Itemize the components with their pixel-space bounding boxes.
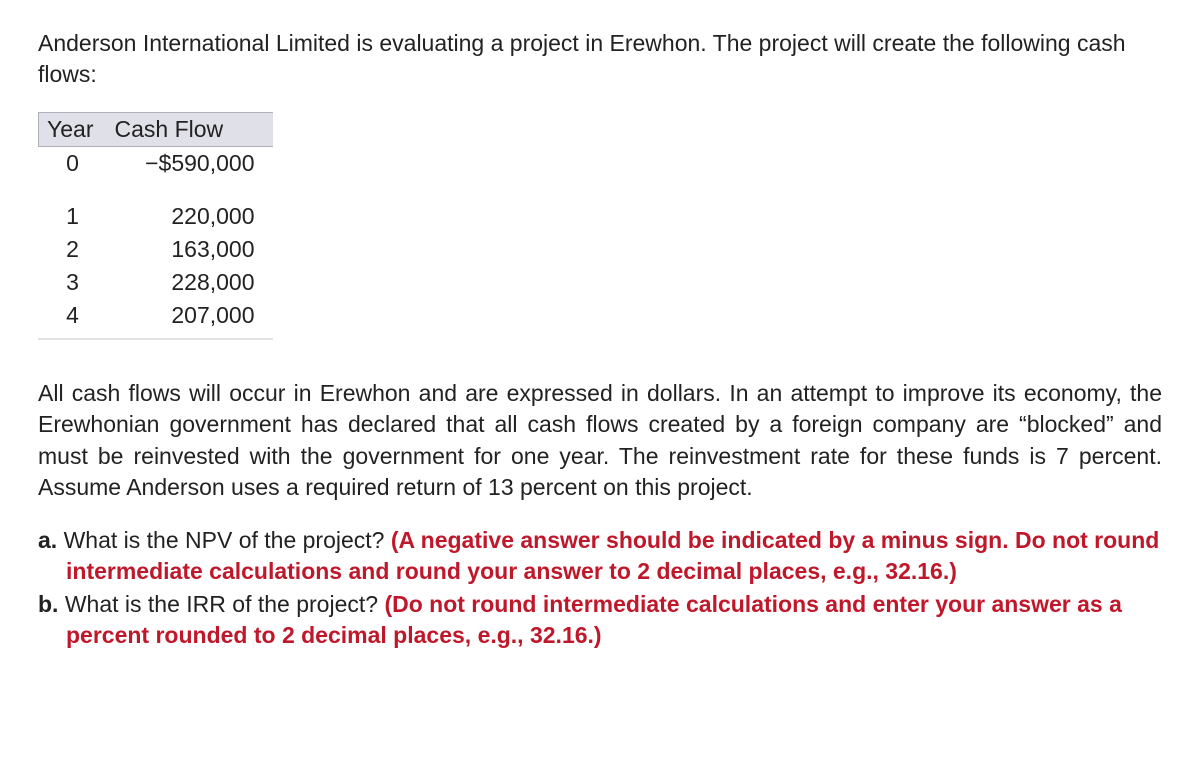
table-row: 3 228,000 [39, 266, 273, 299]
table-row: 2 163,000 [39, 233, 273, 266]
body-paragraph: All cash flows will occur in Erewhon and… [38, 378, 1162, 502]
question-label: a. [38, 527, 57, 553]
cell-cash: 207,000 [107, 299, 273, 332]
cell-cash: 220,000 [107, 200, 273, 233]
question-b: b. What is the IRR of the project? (Do n… [38, 589, 1162, 651]
cashflow-table-wrap: Year Cash Flow 0 −$590,000 1 220,000 2 1… [38, 112, 273, 340]
question-label: b. [38, 591, 58, 617]
intro-paragraph: Anderson International Limited is evalua… [38, 28, 1162, 90]
question-text: What is the NPV of the project? [64, 527, 391, 553]
cell-year: 4 [39, 299, 107, 332]
cell-year: 2 [39, 233, 107, 266]
question-text: What is the IRR of the project? [65, 591, 385, 617]
cell-year: 3 [39, 266, 107, 299]
cell-cash: −$590,000 [107, 147, 273, 181]
table-row: 1 220,000 [39, 200, 273, 233]
cell-cash: 228,000 [107, 266, 273, 299]
cashflow-table: Year Cash Flow 0 −$590,000 1 220,000 2 1… [38, 112, 273, 332]
col-cash-header: Cash Flow [107, 113, 273, 147]
cell-year: 1 [39, 200, 107, 233]
table-row: 4 207,000 [39, 299, 273, 332]
cell-year: 0 [39, 147, 107, 181]
col-year-header: Year [39, 113, 107, 147]
cell-cash: 163,000 [107, 233, 273, 266]
table-header-row: Year Cash Flow [39, 113, 273, 147]
table-row: 0 −$590,000 [39, 147, 273, 181]
questions-list: a. What is the NPV of the project? (A ne… [38, 525, 1162, 651]
question-a: a. What is the NPV of the project? (A ne… [38, 525, 1162, 587]
table-gap-row [39, 180, 273, 200]
